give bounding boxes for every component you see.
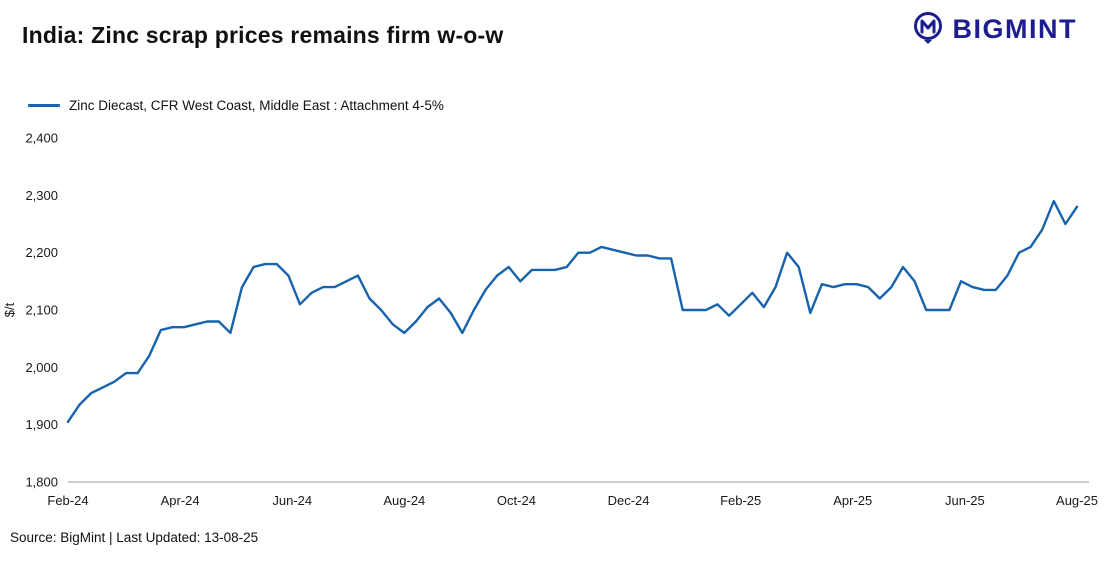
bigmint-logo-icon: [911, 10, 945, 49]
x-axis-tick-label: Apr-25: [833, 493, 872, 508]
legend-series-label: Zinc Diecast, CFR West Coast, Middle Eas…: [69, 97, 444, 113]
y-axis-tick-label: 2,000: [25, 360, 58, 375]
y-axis-tick-label: 2,100: [25, 303, 58, 318]
bigmint-logo: BIGMINT: [911, 10, 1078, 49]
x-axis-tick-label: Apr-24: [161, 493, 200, 508]
x-axis-tick-label: Feb-25: [720, 493, 761, 508]
x-axis-tick-label: Feb-24: [47, 493, 88, 508]
x-axis-tick-label: Aug-24: [383, 493, 425, 508]
header: India: Zinc scrap prices remains firm w-…: [0, 0, 1107, 80]
y-axis-tick-label: 1,800: [25, 475, 58, 490]
y-axis-tick-label: 2,300: [25, 188, 58, 203]
price-line: [66, 199, 1079, 423]
y-axis-tick-label: 1,900: [25, 417, 58, 432]
x-axis-tick-label: Aug-25: [1056, 493, 1098, 508]
x-axis-tick-label: Oct-24: [497, 493, 536, 508]
y-axis-tick-label: 2,200: [25, 245, 58, 260]
legend-line-swatch: [28, 103, 60, 107]
x-axis-tick-label: Dec-24: [608, 493, 650, 508]
bigmint-logo-text: BIGMINT: [952, 14, 1077, 44]
source-note: Source: BigMint | Last Updated: 13-08-25: [10, 530, 259, 545]
x-axis-tick-label: Jun-24: [272, 493, 312, 508]
y-axis-tick-label: 2,400: [25, 131, 58, 146]
price-line-chart: 1,800 1,900 2,000 2,100 2,200 2,300 2,400 $/t Fe…: [2, 131, 1098, 509]
y-axis-title: $/t: [2, 302, 17, 317]
page-title: India: Zinc scrap prices remains firm w-…: [22, 22, 504, 48]
legend: Zinc Diecast, CFR West Coast, Middle Eas…: [28, 96, 1107, 114]
x-axis-tick-label: Jun-25: [945, 493, 985, 508]
